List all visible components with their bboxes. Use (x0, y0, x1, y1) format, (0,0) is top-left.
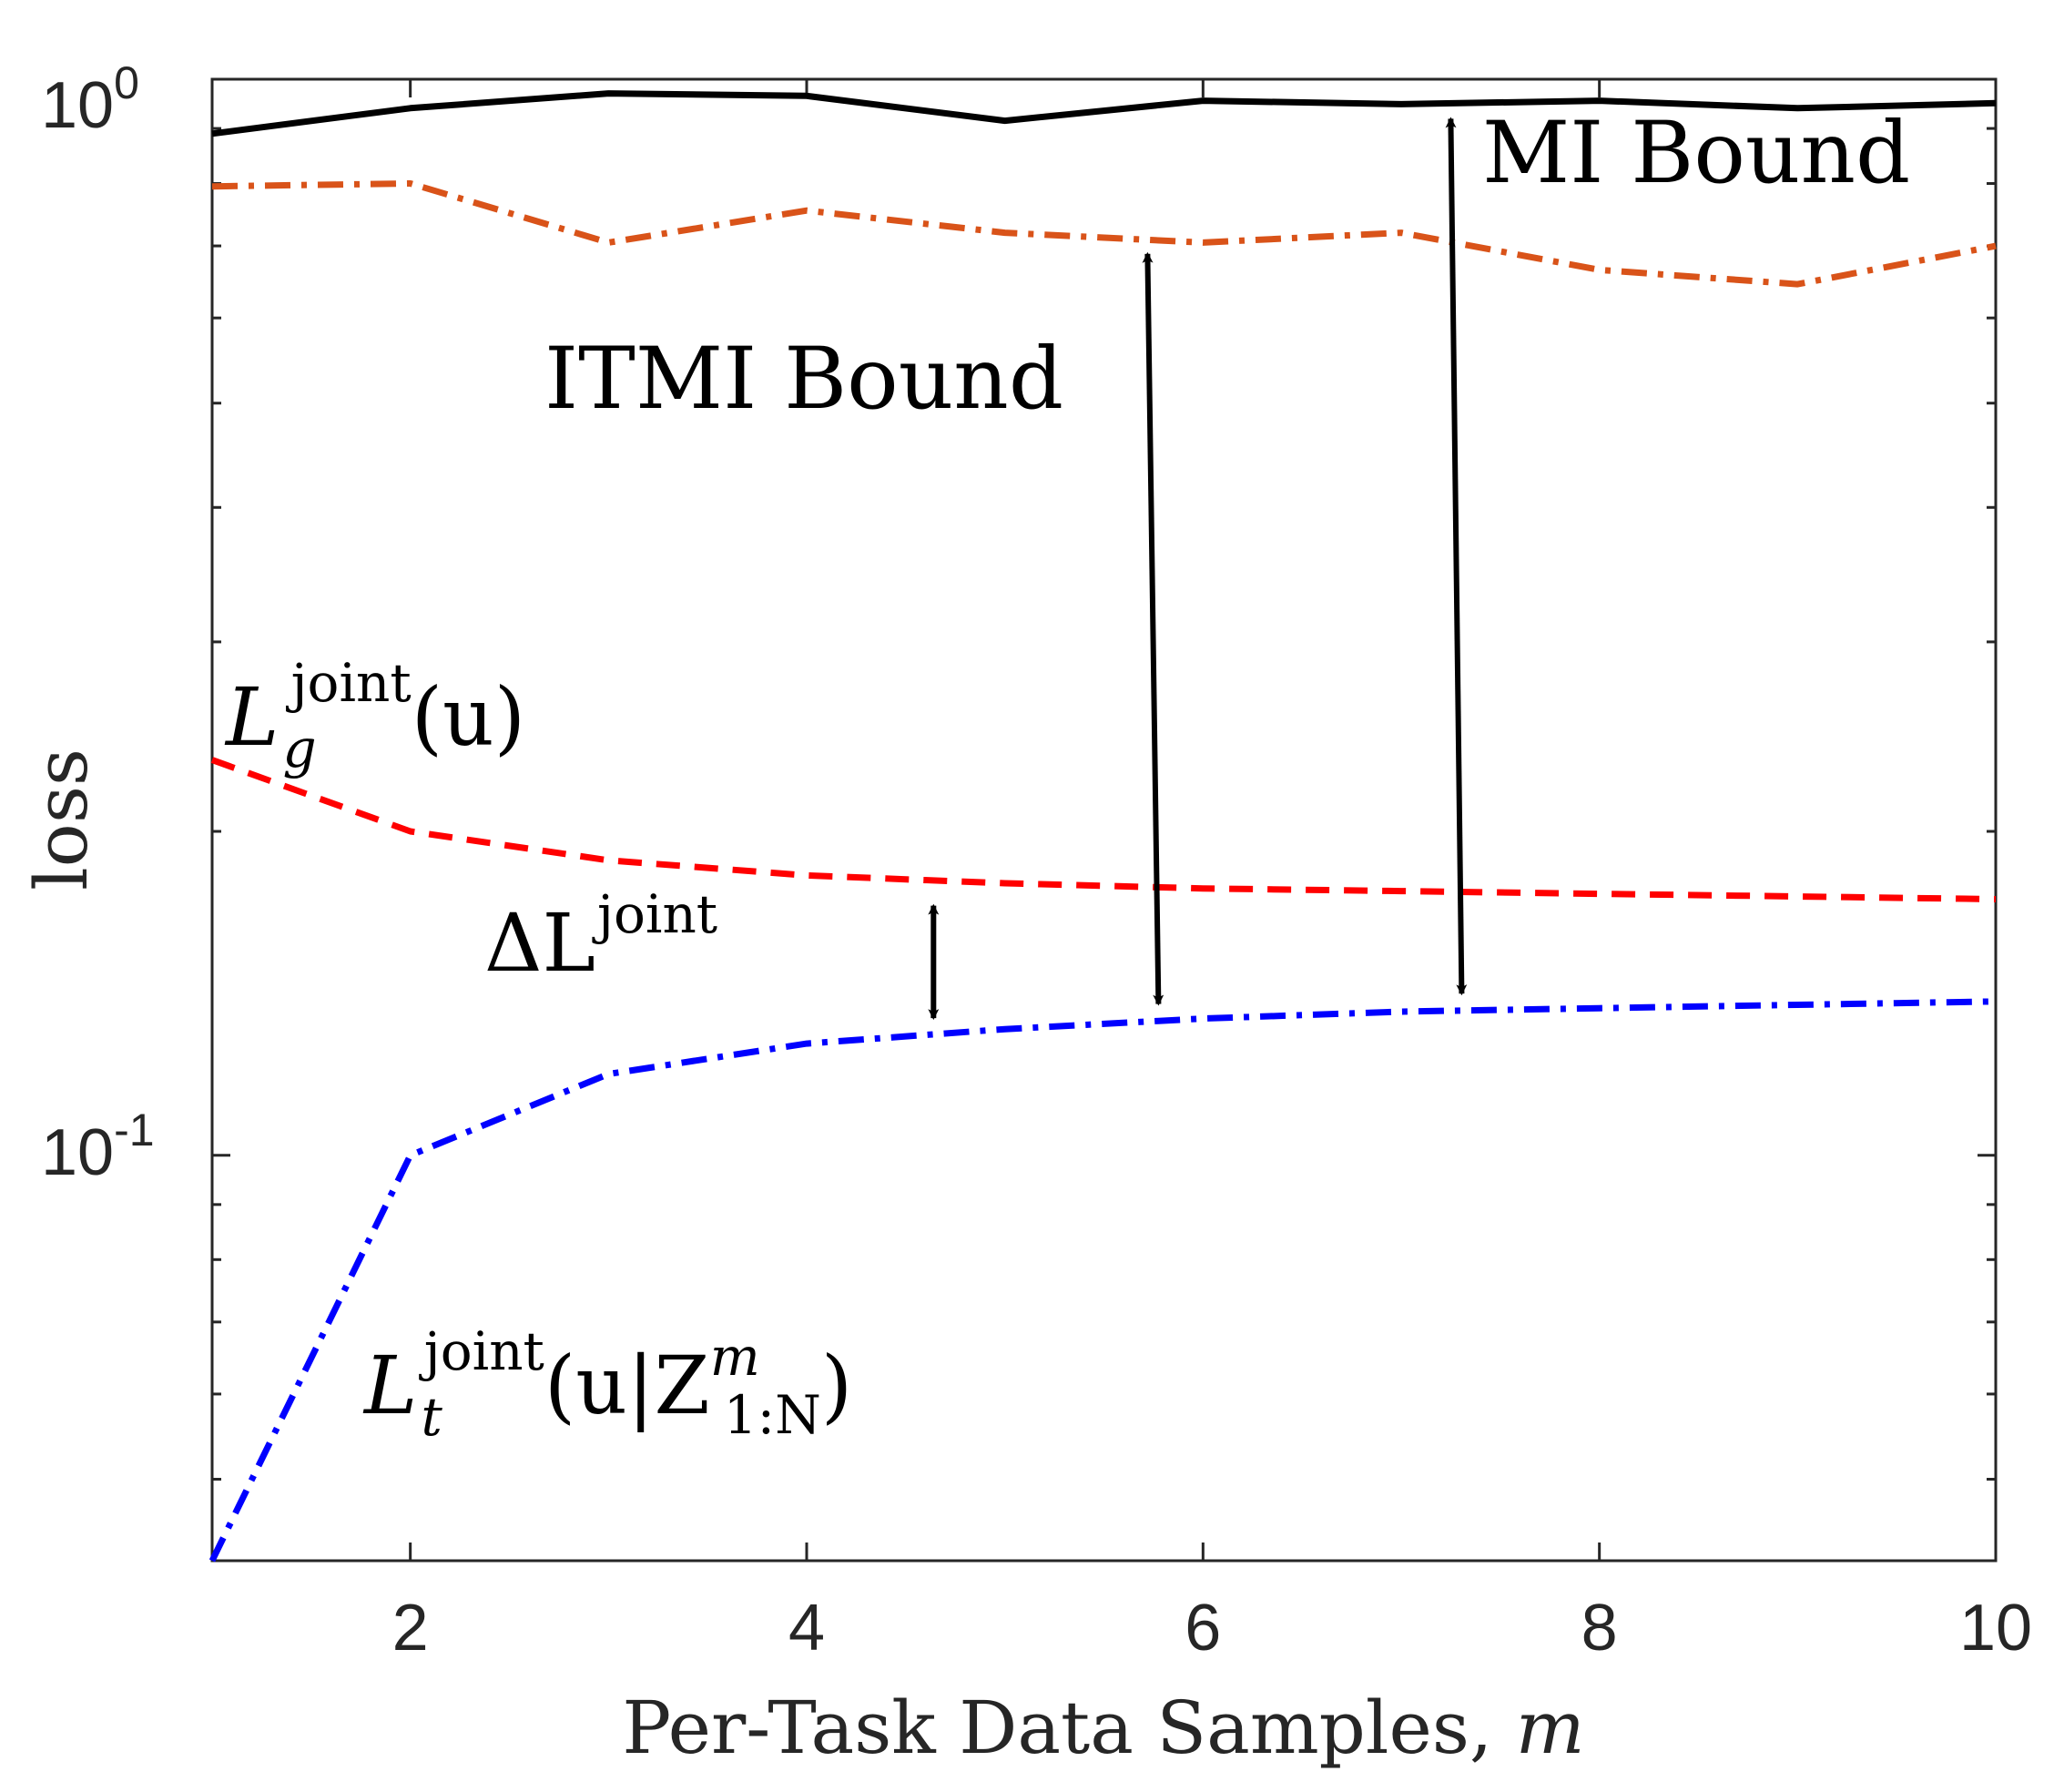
delta-l-joint-label: ΔLjoint (484, 883, 717, 990)
x-axis-title: Per-Task Data Samples, m (622, 1685, 1584, 1770)
itmi-bound-label: ITMI Bound (544, 330, 1063, 429)
plot-area-frame (210, 77, 1998, 1563)
lt-joint-label: Ltjoint(u|Zm 1:N) (362, 1320, 852, 1448)
series-line-3 (208, 998, 1997, 1563)
series-lines (208, 90, 1997, 1563)
lg-joint-label: Lgjoint(u) (224, 652, 525, 779)
y-axis-title: loss (19, 748, 104, 891)
x-tick-label-6: 6 (1185, 1592, 1221, 1665)
series-line-1 (211, 180, 1997, 288)
x-tick-label-8: 8 (1581, 1592, 1618, 1665)
mi-arrow (1445, 117, 1468, 996)
annotation-arrows (928, 117, 1468, 1021)
mi-bound-label: MI Bound (1482, 104, 1910, 203)
x-tick-label-10: 10 (1959, 1592, 2032, 1665)
x-tick-label-4: 4 (788, 1592, 825, 1665)
series-line-0 (211, 90, 1997, 137)
itmi-arrow (1142, 251, 1164, 1006)
series-line-2 (210, 757, 1997, 902)
y-tick-label-1e-1: 10-1 (41, 1105, 155, 1189)
x-tick-label-2: 2 (392, 1592, 429, 1665)
y-tick-label-1e0: 100 (41, 57, 139, 142)
